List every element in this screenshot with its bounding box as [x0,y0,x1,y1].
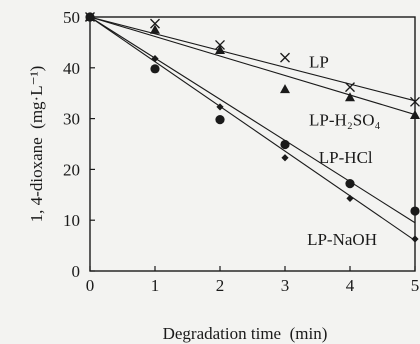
series-label-1: LP [309,52,329,71]
data-point-s1-6 [410,96,420,107]
fit-line-4 [89,16,416,241]
circle-marker [150,64,160,74]
data-point-s3-4 [280,139,290,150]
circle-marker [215,115,225,125]
x-marker-stroke [215,39,225,50]
data-point-s2-5 [345,92,355,102]
data-point-s4-5 [346,194,354,202]
data-points [85,12,420,243]
data-point-s1-3 [215,39,225,50]
data-point-s4-3 [216,103,224,111]
fit-line-1 [89,16,416,102]
data-point-s4-4 [281,154,289,162]
y-tick-label: 20 [63,160,80,179]
x-tick-label: 0 [86,276,95,295]
data-point-s3-3 [215,115,225,125]
series-labels: LP LP-H₂SO₄ LP-HCl LP-NaOH [307,52,380,249]
y-axis-label: 1, 4-dioxane (mg·L⁻¹) [27,66,46,223]
y-tick-label: 40 [63,59,80,78]
data-point-s2-3 [215,45,225,55]
y-tick-label: 50 [63,8,80,27]
diamond-marker [86,13,94,21]
diamond-marker [216,103,224,111]
circle-marker [345,179,355,189]
data-point-s1-5 [345,82,355,93]
data-point-s3-6 [410,206,420,216]
circle-marker [280,139,290,150]
x-marker-stroke [410,96,420,107]
plot-area [89,16,416,272]
diamond-marker [411,235,419,243]
data-point-s1-4 [280,52,290,63]
y-tick-label: 10 [63,211,80,230]
data-point-s1-2 [150,18,160,29]
circle-marker [410,206,420,216]
triangle-marker [150,24,160,34]
data-point-s2-4 [280,84,290,94]
x-tick-label: 2 [216,276,225,295]
diamond-marker [151,55,159,63]
data-point-s4-6 [411,235,419,243]
x-axis-label: Degradation time (min) [163,324,328,343]
data-point-s4-2 [151,55,159,63]
x-tick-label: 3 [281,276,290,295]
diamond-marker [346,194,354,202]
data-point-s3-2 [150,64,160,74]
x-marker-stroke [150,18,160,29]
data-point-s2-2 [150,24,160,34]
plot-frame [89,16,416,272]
data-point-s2-6 [410,110,420,120]
fit-line-2 [89,16,416,116]
series-label-4: LP-NaOH [307,230,377,249]
data-point-s3-5 [345,179,355,189]
series-label-2: LP-H₂SO₄ [309,111,380,130]
triangle-marker [345,92,355,102]
triangle-marker [280,84,290,94]
data-point-s4-1 [86,13,94,21]
diamond-marker [281,154,289,162]
series-label-3: LP-HCl [319,148,373,167]
fit-lines [89,16,416,241]
y-tick-label: 0 [72,262,81,281]
x-marker-stroke [345,82,355,93]
x-tick-label: 1 [151,276,160,295]
x-marker-stroke [280,52,290,63]
triangle-marker [215,45,225,55]
y-tick-label: 30 [63,110,80,129]
fit-line-3 [89,16,416,224]
x-tick-label: 5 [411,276,420,295]
triangle-marker [410,110,420,120]
x-tick-label: 4 [346,276,355,295]
